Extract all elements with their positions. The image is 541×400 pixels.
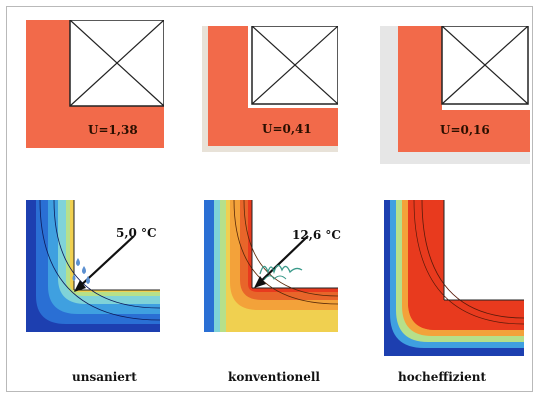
window-cross-icon: [441, 26, 529, 105]
arrow-icon: [254, 235, 309, 288]
surface-temperature-label-uninsulated: 5,0 °C: [116, 226, 157, 240]
thermal-simulation-conventional: [204, 200, 338, 332]
water-drop-icon: [72, 258, 90, 284]
wall-section-high-efficiency: [380, 26, 530, 164]
u-value-label-high-efficiency: U=0,16: [440, 123, 490, 137]
u-value-label-conventional: U=0,41: [262, 122, 312, 136]
window-cross-icon: [251, 26, 338, 105]
u-value-label-uninsulated: U=1,38: [88, 123, 138, 137]
mold-squiggle-icon: [259, 264, 303, 281]
caption-uninsulated: unsaniert: [72, 370, 137, 384]
window-cross-icon: [69, 20, 164, 107]
thermal-simulation-uninsulated: [26, 200, 160, 332]
surface-temperature-label-conventional: 12,6 °C: [292, 228, 341, 242]
wall-section-uninsulated: [26, 20, 164, 148]
thermal-simulation-high-efficiency: [384, 200, 524, 356]
caption-conventional: konventionell: [228, 370, 320, 384]
wall-section-conventional: [202, 26, 338, 152]
caption-high-efficiency: hocheffizient: [398, 370, 487, 384]
